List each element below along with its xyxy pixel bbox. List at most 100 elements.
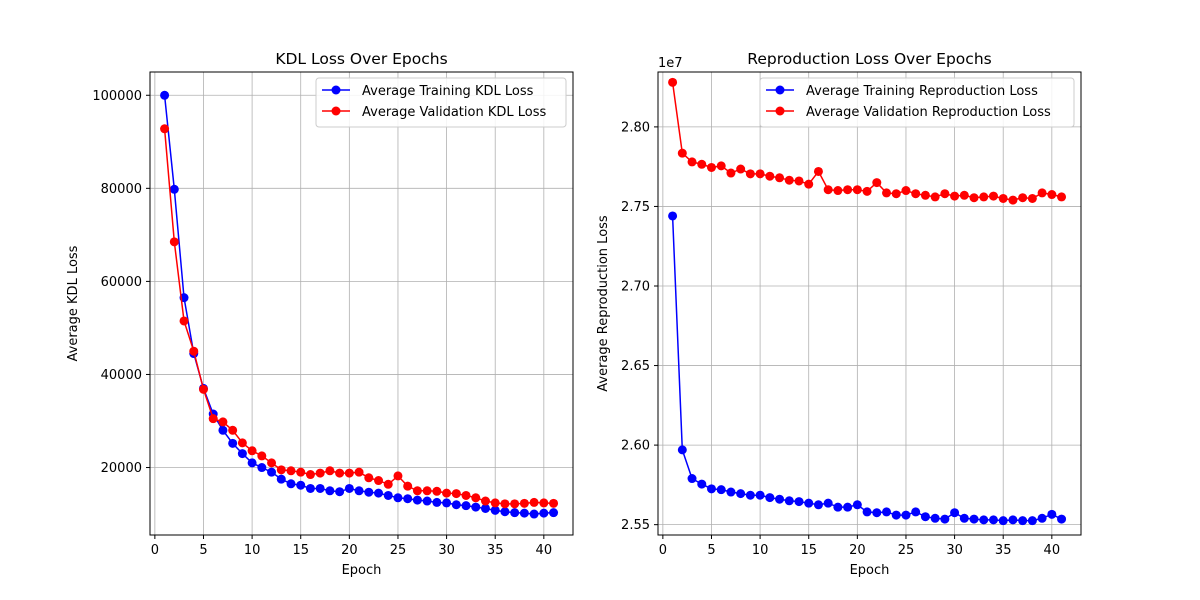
kdl-series-validation-point	[393, 471, 403, 481]
reproduction-x-ticks: 0 5 10 15 20 25 30 35 40	[659, 535, 1060, 558]
kdl-y-tick-label: 80000	[101, 182, 142, 197]
kdl-series-training-point	[549, 508, 559, 518]
kdl-series-validation-point	[276, 465, 286, 475]
reproduction-series-training-point	[959, 513, 969, 523]
kdl-x-tick-label: 35	[487, 543, 504, 558]
reproduction-y-tick-label: 2.60	[621, 439, 650, 454]
reproduction-x-axis-label: Epoch	[850, 563, 890, 578]
reproduction-series-validation-point	[852, 185, 862, 195]
reproduction-series-validation-point	[920, 190, 930, 200]
reproduction-series-validation-point	[998, 193, 1008, 203]
reproduction-series-validation-point	[716, 161, 726, 171]
kdl-series-training-point	[305, 483, 315, 493]
reproduction-x-tick-label: 25	[898, 543, 915, 558]
reproduction-series-validation-point	[794, 176, 804, 186]
kdl-series-training-point	[529, 509, 539, 519]
kdl-series-training-point	[471, 502, 481, 512]
kdl-series-validation-point	[257, 451, 267, 461]
reproduction-x-tick-label: 20	[849, 543, 866, 558]
kdl-series-validation-point	[461, 490, 471, 500]
kdl-series-validation-point	[160, 124, 170, 134]
kdl-legend-label-training: Average Training KDL Loss	[362, 84, 534, 99]
kdl-series-training	[160, 90, 559, 519]
reproduction-series-validation-point	[745, 169, 755, 179]
reproduction-legend-label-validation: Average Validation Reproduction Loss	[806, 105, 1051, 120]
kdl-series-validation-point	[383, 479, 393, 489]
reproduction-series-validation-point	[1008, 195, 1018, 205]
reproduction-y-tick-label: 2.65	[621, 359, 650, 374]
reproduction-series-training-point	[765, 493, 775, 503]
reproduction-series-validation-point	[979, 192, 989, 202]
reproduction-series-training-point	[979, 515, 989, 525]
reproduction-series-validation-point	[882, 188, 892, 198]
kdl-legend-marker-validation	[331, 106, 341, 116]
kdl-series-validation-point	[169, 237, 179, 247]
kdl-series-validation-point	[296, 467, 306, 477]
reproduction-series-training-point	[813, 500, 823, 510]
kdl-series-validation-point	[179, 316, 189, 326]
kdl-series-validation-point	[354, 467, 364, 477]
reproduction-series-validation-point	[765, 171, 775, 181]
kdl-series-validation-point	[198, 384, 208, 394]
kdl-series-training-point	[480, 503, 490, 513]
reproduction-series-training-point	[1057, 514, 1067, 524]
kdl-series-training-point	[276, 474, 286, 484]
kdl-series-validation-point	[315, 468, 325, 478]
reproduction-series-training-point	[823, 498, 833, 508]
kdl-y-tick-label: 60000	[101, 275, 142, 290]
reproduction-series-validation-point	[833, 186, 843, 196]
kdl-series-training-point	[286, 479, 296, 489]
reproduction-series-validation-point	[687, 157, 697, 167]
reproduction-legend-box	[759, 77, 1075, 128]
kdl-x-tick-label: 30	[438, 543, 455, 558]
reproduction-series-training-point	[852, 500, 862, 510]
kdl-x-tick-label: 15	[292, 543, 309, 558]
reproduction-legend-marker-validation	[775, 106, 785, 116]
reproduction-series-validation-point	[843, 185, 853, 195]
reproduction-series-validation-point	[1057, 192, 1067, 202]
reproduction-series-training-point	[930, 513, 940, 523]
reproduction-chart-title: Reproduction Loss Over Epochs	[747, 50, 991, 68]
reproduction-series-validation-point	[726, 168, 736, 178]
reproduction-series-validation-point	[1037, 188, 1047, 198]
reproduction-series-validation-point	[775, 173, 785, 183]
kdl-series-validation-point	[189, 346, 199, 356]
reproduction-series-validation-point	[677, 148, 687, 158]
kdl-series-training-point	[451, 500, 461, 510]
reproduction-series-validation-point	[706, 162, 716, 172]
reproduction-series-validation-point	[668, 77, 678, 87]
kdl-y-ticks: 20000 40000 60000 80000 100000	[92, 89, 150, 476]
kdl-series-validation-point	[480, 496, 490, 506]
reproduction-series-training-point	[920, 512, 930, 522]
reproduction-series-training-point	[668, 211, 678, 221]
kdl-series-validation-point	[344, 468, 354, 478]
reproduction-y-tick-label: 2.70	[621, 279, 650, 294]
reproduction-series-validation-point	[891, 189, 901, 199]
kdl-series-validation-point	[510, 499, 520, 509]
kdl-y-axis-label: Average KDL Loss	[66, 245, 81, 361]
reproduction-legend-label-training: Average Training Reproduction Loss	[806, 84, 1038, 99]
kdl-series-validation-point	[208, 414, 218, 424]
reproduction-series-training-point	[843, 502, 853, 512]
kdl-series-validation-point	[403, 481, 413, 491]
reproduction-series-training-point	[969, 514, 979, 524]
kdl-series-training-point	[393, 493, 403, 503]
kdl-series-training-point	[374, 488, 384, 498]
reproduction-y-tick-label: 2.80	[621, 120, 650, 135]
reproduction-x-tick-label: 5	[707, 543, 715, 558]
reproduction-axes-frame	[657, 71, 1082, 536]
reproduction-series-validation-point	[862, 186, 872, 196]
kdl-series-training-point	[354, 486, 364, 496]
kdl-series-training-point	[490, 505, 500, 515]
kdl-series-validation-point	[529, 497, 539, 507]
reproduction-series-training-point	[804, 498, 814, 508]
reproduction-x-tick-label: 30	[946, 543, 963, 558]
reproduction-series-validation-point	[969, 193, 979, 203]
reproduction-series-training-point	[891, 510, 901, 520]
reproduction-series-training-point	[1008, 515, 1018, 525]
reproduction-series-training-point	[1047, 509, 1057, 519]
reproduction-series-training	[668, 211, 1067, 526]
kdl-series-training-point	[267, 467, 277, 477]
kdl-series-training-point	[237, 449, 247, 459]
kdl-x-tick-label: 20	[341, 543, 358, 558]
